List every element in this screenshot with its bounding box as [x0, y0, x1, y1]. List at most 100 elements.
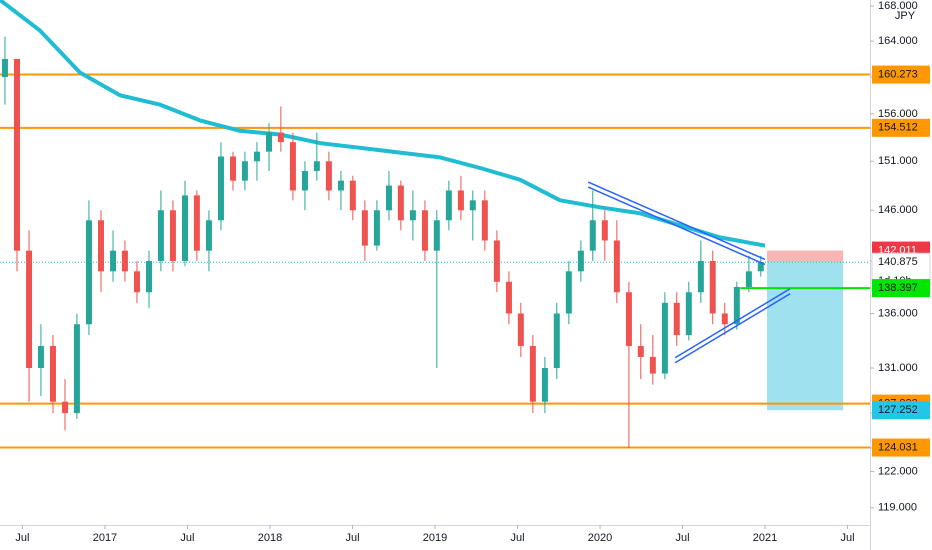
y-tick-label: 156.000 — [878, 108, 918, 120]
currency-label: JPY — [895, 10, 916, 22]
green-price-label-box — [872, 279, 930, 298]
candle-body — [277, 132, 284, 143]
candle-body — [133, 271, 140, 293]
candle-body — [265, 132, 272, 152]
candle-body — [649, 356, 656, 374]
green-price-label: 138.397 — [878, 282, 918, 294]
candle-body — [553, 313, 560, 368]
candle-body — [505, 281, 512, 314]
candle-body — [337, 180, 344, 191]
candle-body — [110, 250, 117, 272]
hline-price-label-box — [872, 118, 930, 137]
candle-body — [481, 200, 488, 241]
candle-body — [601, 220, 608, 241]
y-tick-label: 168.000 — [878, 0, 918, 12]
trendline — [674, 293, 791, 364]
x-tick-label: 2017 — [93, 532, 117, 544]
y-tick-label: 122.000 — [878, 465, 918, 477]
candle-body — [241, 161, 248, 181]
x-tick-label: Jul — [345, 532, 359, 544]
candle-body — [541, 367, 548, 402]
candle-body — [625, 292, 632, 346]
candle-body — [361, 210, 368, 246]
price-label: 127.252 — [878, 404, 918, 416]
y-tick-label: 136.000 — [878, 307, 918, 319]
candle-body — [169, 210, 176, 261]
candle-body — [217, 156, 224, 221]
hline-price-label: 124.031 — [878, 441, 918, 453]
candle-body — [157, 210, 164, 261]
y-tick-label: 151.000 — [878, 155, 918, 167]
y-tick-label: 131.000 — [878, 362, 918, 374]
current-price-label: 140.875 — [878, 256, 918, 268]
y-tick-label: 164.000 — [878, 35, 918, 47]
candle-body — [230, 156, 237, 181]
candle-body — [721, 313, 728, 325]
candle-body — [373, 210, 380, 246]
candle-body — [313, 161, 320, 171]
x-tick-label: Jul — [180, 532, 194, 544]
candle-body — [181, 195, 188, 261]
candle-body — [733, 286, 740, 325]
x-tick-label: 2021 — [753, 532, 777, 544]
candle-body — [469, 200, 476, 211]
candle-body — [529, 345, 536, 402]
candle-body — [146, 260, 153, 293]
x-tick-label: 2019 — [423, 532, 447, 544]
x-tick-label: 2018 — [258, 532, 282, 544]
candle-body — [445, 190, 452, 221]
position-target-zone — [767, 262, 844, 411]
hline-price-label: 154.512 — [878, 122, 918, 134]
candle-body — [85, 220, 92, 325]
candle-body — [37, 345, 44, 368]
candle-body — [49, 345, 56, 402]
candle-body — [421, 210, 428, 251]
candle-body — [565, 271, 572, 314]
candle-body — [493, 240, 500, 282]
candle-body — [1, 58, 8, 78]
candle-body — [637, 345, 644, 357]
candle-body — [661, 302, 668, 374]
candle-body — [97, 220, 104, 272]
candle-body — [757, 261, 764, 272]
y-tick-label: 119.000 — [878, 502, 917, 514]
candle-body — [577, 250, 584, 272]
trendline — [587, 181, 766, 261]
x-tick-label: Jul — [676, 532, 690, 544]
candle-body — [517, 313, 524, 346]
candle-body — [253, 151, 260, 162]
plot-layer — [0, 0, 870, 449]
candle-body — [325, 161, 332, 191]
candle-body — [349, 180, 356, 211]
candle-body — [685, 292, 692, 336]
candle-body — [709, 260, 716, 314]
x-tick-label: Jul — [510, 532, 524, 544]
time-axis-bg — [0, 525, 870, 550]
x-tick-label: Jul — [841, 532, 855, 544]
hline-price-label: 160.273 — [878, 68, 918, 80]
hline-price-label-box — [872, 65, 930, 84]
candle-body — [673, 302, 680, 336]
candle-body — [745, 271, 752, 287]
candle-body — [433, 220, 440, 251]
candle-body — [613, 240, 620, 293]
candle-body — [385, 185, 392, 211]
candle-body — [697, 260, 704, 293]
candle-body — [121, 250, 128, 272]
candle-body — [73, 324, 80, 414]
x-tick-label: 2020 — [588, 532, 612, 544]
trendline — [674, 288, 791, 359]
candle-body — [62, 401, 69, 414]
candle-body — [409, 210, 416, 221]
candle-body — [13, 58, 20, 251]
candle-body — [397, 185, 404, 221]
moving-average — [0, 0, 766, 248]
candle-body — [193, 195, 200, 251]
x-tick-label: Jul — [15, 532, 29, 544]
candle-body — [589, 220, 596, 251]
y-tick-label: 146.000 — [878, 204, 918, 216]
candle-body — [457, 190, 464, 211]
